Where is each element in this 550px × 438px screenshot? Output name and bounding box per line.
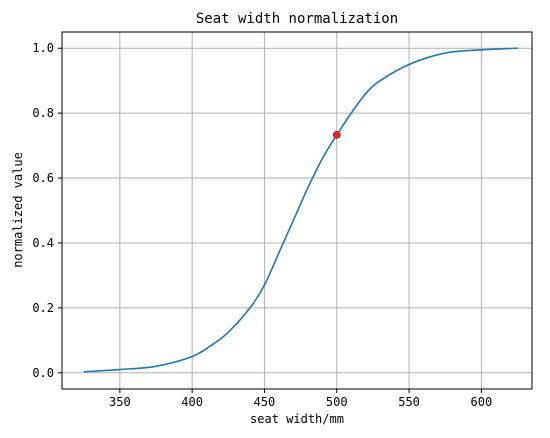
y-tick-label: 1.0 <box>32 41 54 55</box>
x-tick-label: 600 <box>471 395 493 409</box>
highlight-point <box>332 130 341 139</box>
plot-frame <box>61 31 533 390</box>
y-tick-label: 0.8 <box>32 106 54 120</box>
y-tick-label: 0.6 <box>32 171 54 185</box>
x-tick-label: 450 <box>254 395 276 409</box>
x-tick-label: 400 <box>181 395 203 409</box>
series-line-0 <box>83 47 518 373</box>
y-tick-label: 0.2 <box>32 301 54 315</box>
ticks: 350 400 450 500 550 600 0.0 0.2 0.4 0.6 0.8 1.0 <box>32 41 492 409</box>
x-tick-label: 500 <box>326 395 348 409</box>
x-axis-label: seat width/mm <box>250 412 344 426</box>
y-tick-label: 0.4 <box>32 236 54 250</box>
y-tick-label: 0.0 <box>32 366 54 380</box>
x-tick-label: 350 <box>109 395 131 409</box>
series-layer <box>83 47 518 373</box>
chart-title: Seat width normalization <box>196 11 398 27</box>
grid <box>62 32 532 389</box>
x-tick-label: 550 <box>398 395 420 409</box>
y-axis-label: normalized value <box>11 152 25 268</box>
